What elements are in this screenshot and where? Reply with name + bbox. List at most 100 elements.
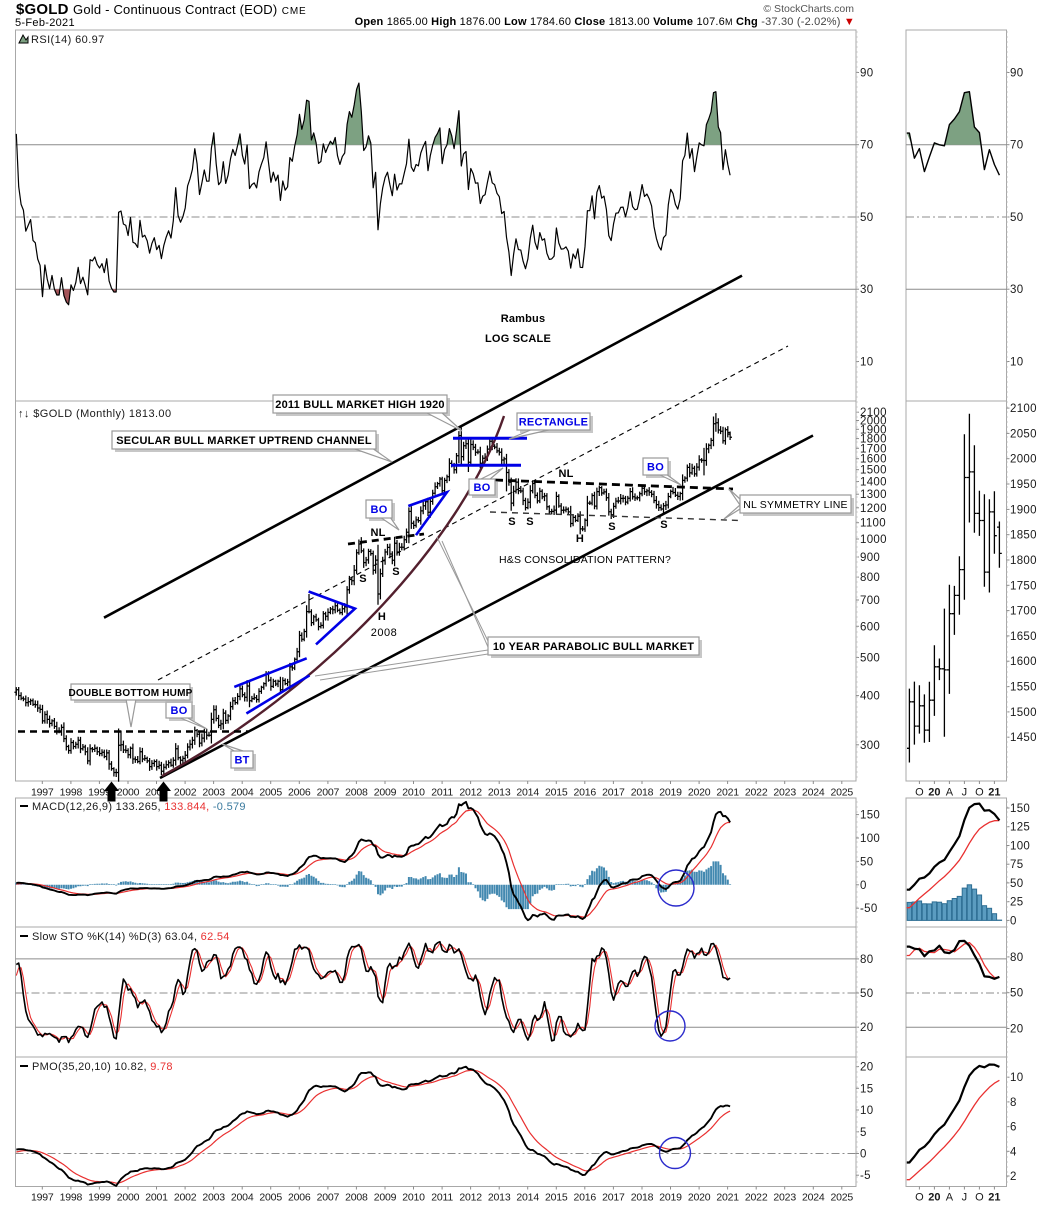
svg-text:DOUBLE BOTTOM HUMP: DOUBLE BOTTOM HUMP	[69, 688, 193, 699]
svg-text:2016: 2016	[574, 787, 597, 799]
svg-text:50: 50	[860, 856, 873, 868]
svg-text:20: 20	[1010, 1024, 1023, 1036]
svg-text:2008: 2008	[345, 787, 368, 799]
svg-text:1100: 1100	[860, 518, 886, 530]
svg-text:125: 125	[1010, 822, 1030, 834]
svg-text:4: 4	[1010, 1146, 1017, 1158]
svg-text:2008: 2008	[371, 627, 397, 639]
svg-text:10: 10	[1010, 1072, 1023, 1084]
svg-text:1550: 1550	[1010, 682, 1037, 694]
svg-text:BO: BO	[647, 462, 664, 474]
svg-text:RSI(14) 60.97: RSI(14) 60.97	[31, 34, 105, 46]
svg-text:70: 70	[1010, 140, 1023, 152]
svg-text:S: S	[660, 519, 668, 531]
svg-text:2015: 2015	[545, 787, 568, 799]
svg-text:0: 0	[860, 1149, 867, 1161]
svg-text:1300: 1300	[860, 489, 887, 501]
svg-text:BT: BT	[234, 755, 249, 767]
svg-text:NL: NL	[370, 527, 385, 539]
svg-text:2011: 2011	[431, 787, 453, 799]
svg-text:50: 50	[860, 212, 873, 224]
svg-text:A: A	[946, 787, 954, 799]
svg-text:0: 0	[1010, 915, 1017, 927]
svg-text:2018: 2018	[631, 1192, 654, 1204]
svg-text:Slow STO %K(14) %D(3) 63.04, 6: Slow STO %K(14) %D(3) 63.04, 62.54	[32, 931, 230, 943]
svg-text:2012: 2012	[459, 787, 482, 799]
svg-text:6: 6	[1010, 1122, 1017, 1134]
svg-text:100: 100	[1010, 841, 1030, 853]
svg-text:2017: 2017	[602, 1192, 625, 1204]
svg-text:800: 800	[860, 572, 880, 584]
svg-text:2010: 2010	[402, 1192, 425, 1204]
svg-text:10: 10	[860, 1105, 873, 1117]
svg-text:1750: 1750	[1010, 580, 1037, 592]
svg-text:1500: 1500	[860, 465, 887, 477]
svg-text:2009: 2009	[374, 1192, 397, 1204]
svg-text:10: 10	[1010, 357, 1023, 369]
svg-text:1998: 1998	[60, 1192, 83, 1204]
svg-text:2000: 2000	[117, 787, 140, 799]
svg-text:100: 100	[860, 833, 880, 845]
svg-text:30: 30	[860, 284, 873, 296]
svg-text:1600: 1600	[860, 454, 887, 466]
svg-text:BO: BO	[371, 504, 388, 516]
svg-text:2000: 2000	[860, 416, 887, 428]
svg-text:2005: 2005	[259, 787, 282, 799]
svg-text:1700: 1700	[860, 443, 887, 455]
svg-text:BO: BO	[171, 705, 188, 717]
svg-text:21: 21	[988, 787, 1000, 799]
svg-text:1700: 1700	[1010, 606, 1037, 618]
svg-text:10 YEAR PARABOLIC BULL MARKET: 10 YEAR PARABOLIC BULL MARKET	[493, 641, 694, 653]
svg-text:-5: -5	[860, 1170, 871, 1182]
svg-text:2005: 2005	[259, 1192, 282, 1204]
svg-text:2019: 2019	[659, 1192, 682, 1204]
svg-text:BO: BO	[474, 482, 491, 494]
svg-text:O: O	[915, 1192, 924, 1204]
svg-text:1998: 1998	[60, 787, 83, 799]
svg-text:90: 90	[860, 68, 873, 80]
svg-text:2008: 2008	[345, 1192, 368, 1204]
svg-text:1000: 1000	[860, 534, 887, 546]
svg-text:1997: 1997	[31, 1192, 54, 1204]
svg-text:2050: 2050	[1010, 428, 1037, 440]
svg-text:90: 90	[1010, 68, 1023, 80]
svg-text:O: O	[915, 787, 924, 799]
svg-text:8: 8	[1010, 1097, 1017, 1109]
svg-text:500: 500	[860, 653, 880, 665]
svg-text:2020: 2020	[688, 1192, 711, 1204]
svg-text:2021: 2021	[716, 1192, 739, 1204]
svg-text:2007: 2007	[317, 1192, 340, 1204]
svg-text:2025: 2025	[831, 787, 854, 799]
svg-text:2007: 2007	[317, 787, 340, 799]
svg-text:900: 900	[860, 552, 880, 564]
svg-text:1200: 1200	[860, 503, 887, 515]
svg-text:50: 50	[1010, 988, 1023, 1000]
svg-text:1500: 1500	[1010, 707, 1037, 719]
svg-text:2000: 2000	[1010, 454, 1037, 466]
svg-text:NL: NL	[558, 468, 573, 480]
svg-text:O: O	[975, 787, 984, 799]
svg-text:50: 50	[1010, 878, 1023, 890]
svg-text:↑↓ $GOLD (Monthly) 1813.00: ↑↓ $GOLD (Monthly) 1813.00	[18, 408, 171, 420]
svg-text:H: H	[576, 533, 584, 545]
svg-text:2004: 2004	[231, 1192, 254, 1204]
svg-text:2010: 2010	[402, 787, 425, 799]
svg-text:20: 20	[928, 1192, 940, 1204]
svg-text:2022: 2022	[745, 787, 768, 799]
svg-text:2002: 2002	[174, 787, 197, 799]
svg-text:Rambus: Rambus	[501, 313, 546, 325]
svg-text:80: 80	[860, 954, 873, 966]
svg-text:50: 50	[1010, 212, 1023, 224]
svg-text:2021: 2021	[716, 787, 739, 799]
svg-text:S: S	[359, 573, 367, 585]
svg-text:700: 700	[860, 595, 880, 607]
svg-text:2015: 2015	[545, 1192, 568, 1204]
svg-text:1850: 1850	[1010, 530, 1037, 542]
svg-text:0: 0	[860, 880, 867, 892]
svg-text:2013: 2013	[488, 787, 511, 799]
svg-text:2022: 2022	[745, 1192, 768, 1204]
svg-text:2001: 2001	[145, 1192, 168, 1204]
svg-text:1950: 1950	[1010, 479, 1037, 491]
svg-text:2019: 2019	[659, 787, 682, 799]
svg-text:H&S CONSOLIDATION PATTERN?: H&S CONSOLIDATION PATTERN?	[499, 554, 671, 566]
